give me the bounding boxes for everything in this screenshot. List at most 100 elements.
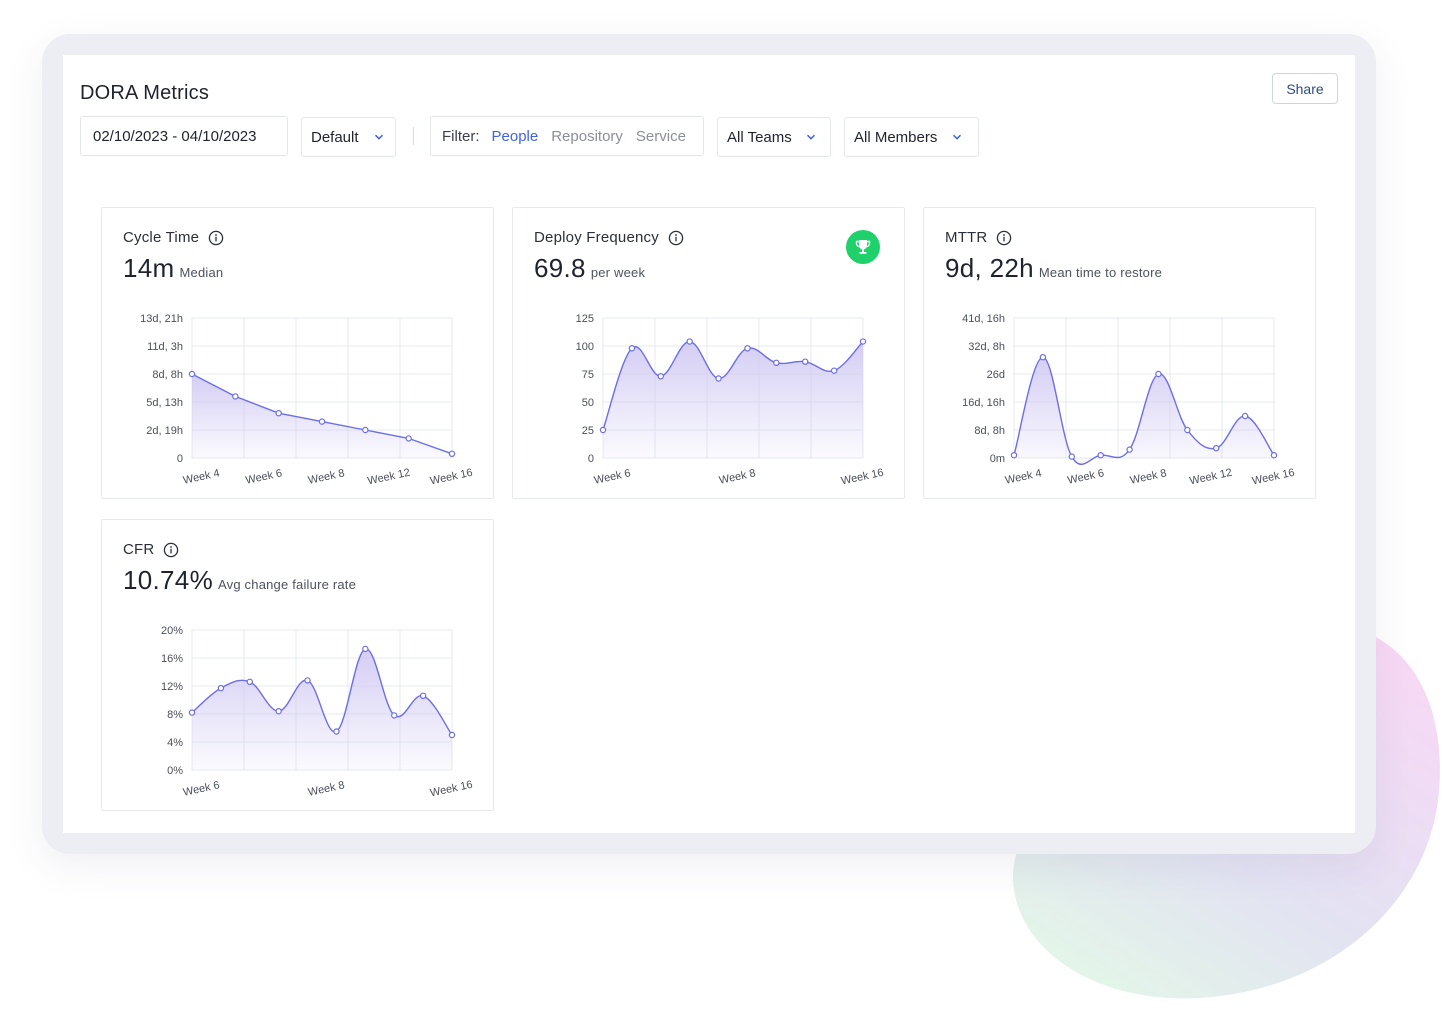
info-icon[interactable] — [668, 230, 684, 246]
data-point — [686, 338, 693, 345]
trophy-icon — [855, 240, 871, 254]
card-value: 69.8 per week — [534, 253, 645, 284]
card-title-text: Deploy Frequency — [534, 229, 659, 246]
filter-option-service[interactable]: Service — [635, 127, 686, 145]
cfr-chart: 0% 4% 8% 12% 16% 20% Week 6 Week 8 Week 16 — [161, 625, 474, 800]
card-title-text: CFR — [123, 541, 155, 558]
metric-caption: Avg change failure rate — [217, 577, 357, 592]
y-tick-label: 5d, 13h — [146, 397, 183, 409]
x-tick-label: Week 16 — [840, 467, 885, 488]
filter-option-repository[interactable]: Repository — [551, 127, 623, 145]
metric-card-mttr: MTTR 9d, 22h Mean time to restore 0m 8d, … — [923, 207, 1316, 499]
y-tick-label: 0 — [588, 453, 594, 465]
y-tick-label: 50 — [582, 397, 594, 409]
data-point — [419, 692, 427, 699]
card-title: MTTR — [945, 229, 1012, 246]
y-tick-label: 0 — [177, 453, 183, 465]
card-title: CFR — [123, 541, 179, 558]
x-tick-label: Week 16 — [1251, 467, 1296, 488]
data-point — [715, 375, 722, 382]
date-range-value: 02/10/2023 - 04/10/2023 — [93, 127, 257, 145]
teams-dropdown[interactable]: All Teams — [717, 117, 831, 157]
y-tick-label: 20% — [161, 625, 183, 637]
info-icon[interactable] — [163, 542, 179, 558]
x-tick-label: Week 4 — [182, 467, 221, 486]
series-area — [192, 374, 452, 458]
x-tick-label: Week 8 — [307, 779, 346, 798]
series-line — [191, 648, 453, 736]
page-title: DORA Metrics — [80, 82, 210, 104]
metric-card-cfr: CFR 10.74% Avg change failure rate 0% 4% 8… — [101, 519, 494, 811]
date-range-picker[interactable]: 02/10/2023 - 04/10/2023 — [80, 116, 288, 156]
data-point — [1155, 370, 1162, 378]
x-tick-label: Week 6 — [244, 467, 283, 486]
metric-value: 69.8 — [534, 253, 586, 283]
data-point — [188, 709, 196, 716]
y-tick-label: 16d, 16h — [962, 397, 1005, 409]
filter-label: Filter: — [442, 127, 480, 145]
trophy-badge — [846, 230, 880, 264]
y-tick-label: 32d, 8h — [968, 341, 1005, 353]
series-area — [603, 341, 863, 458]
y-tick-label: 13d, 21h — [140, 313, 183, 325]
data-point — [275, 409, 282, 417]
x-tick-label: Week 12 — [1188, 467, 1233, 488]
y-tick-label: 8d, 8h — [152, 369, 183, 381]
y-tick-label: 125 — [576, 313, 594, 325]
info-icon[interactable] — [208, 230, 224, 246]
y-tick-label: 12% — [161, 681, 183, 693]
series-line — [602, 340, 864, 431]
x-tick-label: Week 6 — [593, 467, 632, 486]
x-tick-label: Week 16 — [429, 467, 474, 488]
chevron-down-icon — [806, 134, 815, 140]
data-point — [773, 359, 780, 366]
members-dropdown[interactable]: All Members — [844, 117, 979, 157]
data-point — [1213, 444, 1220, 452]
info-icon[interactable] — [996, 230, 1012, 246]
data-point — [744, 345, 751, 352]
y-tick-label: 8% — [167, 709, 183, 721]
data-point — [628, 345, 636, 352]
card-title: Cycle Time — [123, 229, 224, 246]
x-tick-label: Week 16 — [429, 779, 474, 800]
x-tick-label: Week 8 — [718, 467, 757, 486]
y-tick-label: 2d, 19h — [146, 425, 183, 437]
preset-dropdown[interactable]: Default — [301, 117, 396, 157]
x-tick-label: Week 12 — [366, 467, 411, 488]
mttr-chart: 0m 8d, 8h 16d, 16h 26d 32d, 8h 41d, 16h Week 4… — [962, 313, 1296, 488]
metric-card-deploy-frequency: Deploy Frequency 69.8 per week 0 25 50 75 10… — [512, 207, 905, 499]
data-point — [275, 707, 282, 715]
chevron-down-icon — [374, 134, 383, 140]
x-tick-label: Week 6 — [1066, 467, 1105, 486]
cycle-time-chart: 0 2d, 19h 5d, 13h 8d, 8h 11d, 3h 13d, 21h Week… — [140, 313, 474, 488]
share-button[interactable]: Share — [1272, 73, 1338, 104]
filter-option-people[interactable]: People — [491, 127, 539, 145]
data-point — [448, 731, 456, 739]
metric-value: 10.74% — [123, 565, 213, 595]
data-point — [232, 393, 239, 400]
series-line — [1013, 356, 1275, 465]
data-point — [448, 450, 456, 457]
x-tick-label: Week 6 — [182, 779, 221, 798]
x-tick-label: Week 8 — [1129, 467, 1168, 486]
data-point — [333, 728, 340, 735]
data-point — [802, 358, 809, 365]
y-tick-label: 25 — [582, 425, 594, 437]
y-tick-label: 0m — [990, 453, 1005, 465]
y-tick-label: 0% — [167, 765, 183, 777]
data-point — [1241, 412, 1249, 420]
data-point — [1126, 446, 1133, 453]
preset-value: Default — [311, 128, 359, 146]
card-title-text: MTTR — [945, 229, 988, 246]
teams-value: All Teams — [727, 128, 792, 146]
deploy-frequency-chart: 0 25 50 75 100 125 Week 6 Week 8 Week 16 — [576, 313, 885, 488]
metric-caption: Median — [179, 265, 224, 280]
data-point — [362, 645, 369, 653]
data-point — [1068, 453, 1075, 460]
y-tick-label: 8d, 8h — [974, 425, 1005, 437]
metric-value: 9d, 22h — [945, 253, 1034, 283]
data-point — [391, 712, 398, 719]
series-area — [1014, 357, 1274, 465]
chevron-down-icon — [953, 134, 962, 140]
